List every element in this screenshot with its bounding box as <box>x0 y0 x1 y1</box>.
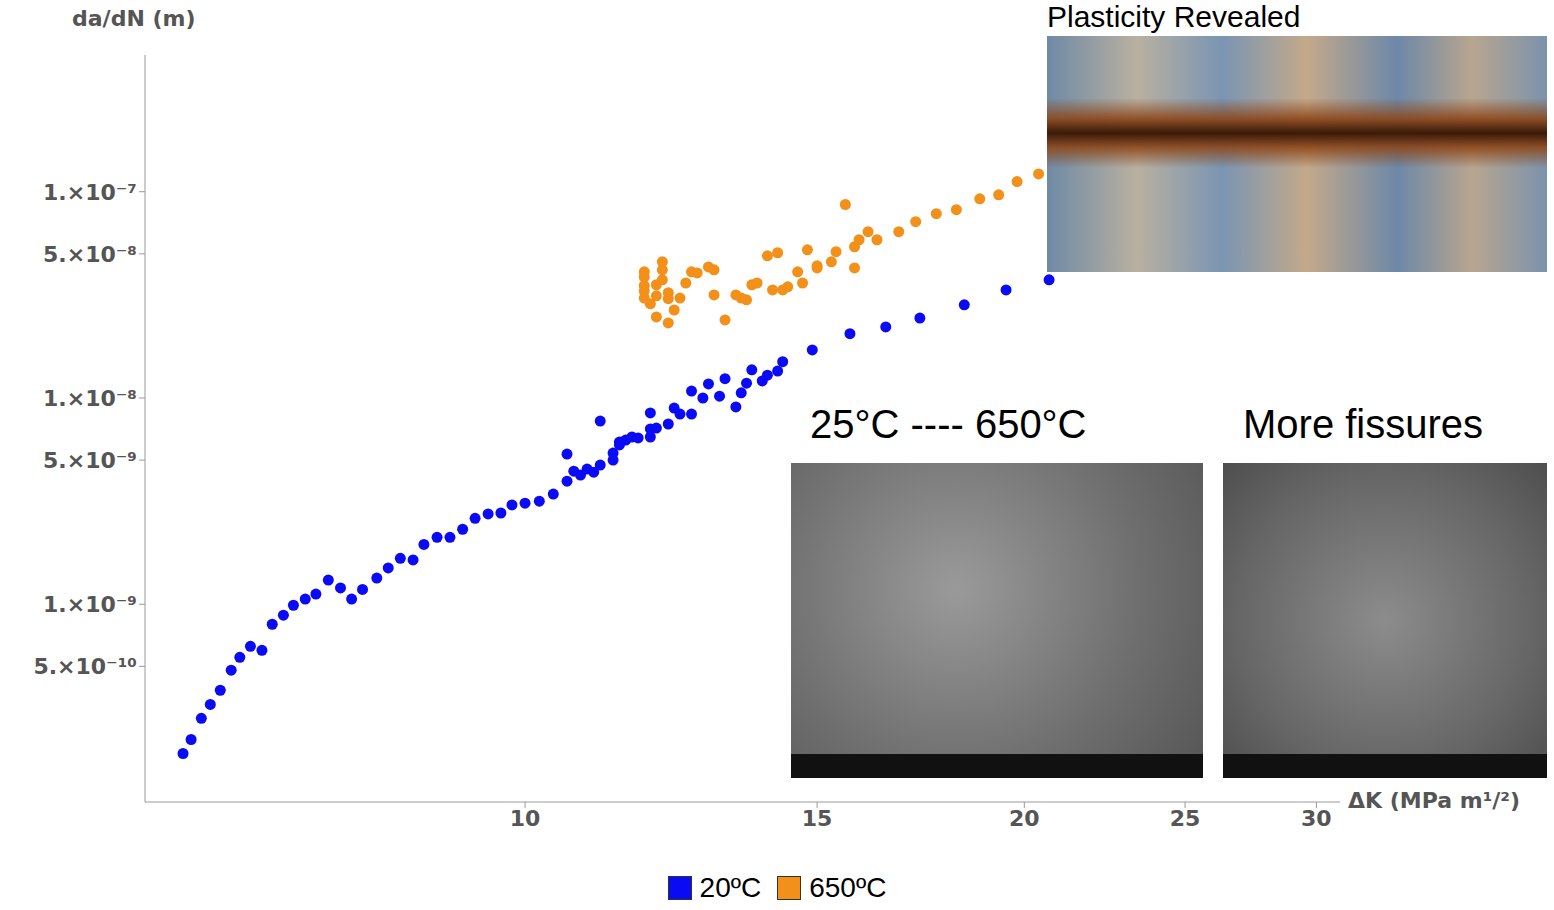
html-text:ΔK (MPa m¹/²): ΔK (MPa m¹/²) <box>1348 788 1520 813</box>
html-text:More fissures: More fissures <box>1243 402 1484 446</box>
svg-text:15: 15 <box>802 806 833 831</box>
svg-text:30: 30 <box>1301 806 1332 831</box>
html-text:25°C ---- 650°C: 25°C ---- 650°C <box>810 402 1087 446</box>
svg-text:5.×10⁻⁸: 5.×10⁻⁸ <box>43 242 137 267</box>
svg-text:5.×10⁻¹⁰: 5.×10⁻¹⁰ <box>33 654 137 679</box>
svg-text:10: 10 <box>510 806 541 831</box>
svg-text:25: 25 <box>1170 806 1201 831</box>
svg-text:5.×10⁻⁹: 5.×10⁻⁹ <box>43 448 137 473</box>
html-text:Plasticity Revealed: Plasticity Revealed <box>1047 0 1301 33</box>
html-text:20ºC: 20ºC <box>699 872 762 903</box>
html-text:650ºC: 650ºC <box>809 872 887 903</box>
svg-text:20: 20 <box>1009 806 1040 831</box>
svg-text:1.×10⁻⁹: 1.×10⁻⁹ <box>43 592 137 617</box>
svg-text:1.×10⁻⁷: 1.×10⁻⁷ <box>43 180 137 205</box>
html-text:da/dN (m): da/dN (m) <box>72 6 196 31</box>
svg-text:1.×10⁻⁸: 1.×10⁻⁸ <box>43 386 137 411</box>
